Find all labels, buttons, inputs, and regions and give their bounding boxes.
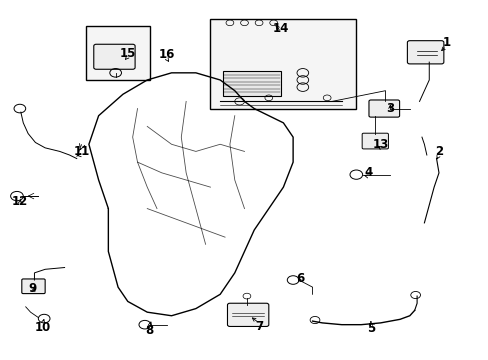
FancyBboxPatch shape (227, 303, 268, 327)
Bar (86, 26, 149, 80)
Bar (210, 19, 356, 109)
Text: 14: 14 (272, 22, 288, 35)
Text: 7: 7 (255, 320, 263, 333)
Text: 9: 9 (29, 283, 37, 296)
Text: 4: 4 (364, 166, 372, 179)
Text: 13: 13 (372, 138, 388, 151)
Text: 11: 11 (73, 145, 90, 158)
Bar (222, 71, 281, 96)
Text: 10: 10 (35, 321, 51, 334)
Text: 12: 12 (12, 195, 28, 208)
FancyBboxPatch shape (94, 44, 135, 69)
Text: 16: 16 (158, 49, 175, 62)
Text: 1: 1 (441, 36, 449, 49)
FancyBboxPatch shape (22, 279, 45, 294)
FancyBboxPatch shape (407, 41, 443, 64)
Text: 2: 2 (434, 145, 442, 158)
FancyBboxPatch shape (362, 133, 387, 149)
Text: 5: 5 (366, 322, 374, 335)
Text: 6: 6 (296, 272, 304, 285)
FancyBboxPatch shape (368, 100, 399, 117)
Text: 3: 3 (386, 102, 394, 115)
Text: 15: 15 (120, 47, 136, 60)
Text: 8: 8 (145, 324, 154, 337)
